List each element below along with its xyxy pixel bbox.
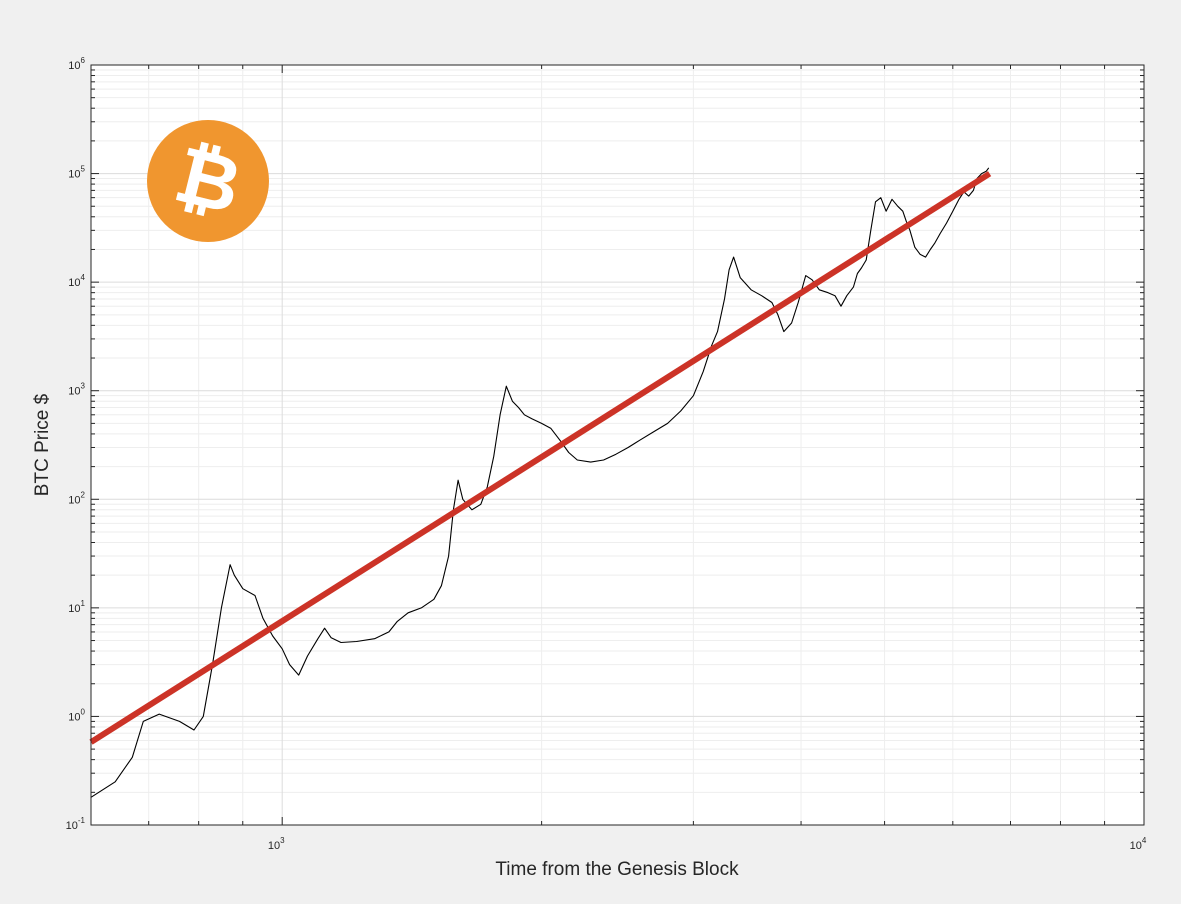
- price-line: [90, 167, 990, 798]
- tick-labels: 10-1 100 101 102 103 104 105 106 103 104: [66, 56, 1147, 852]
- plot-frame: [90, 64, 1145, 826]
- y-tick-label: 10-1: [66, 816, 86, 832]
- x-axis-title: Time from the Genesis Block: [495, 859, 739, 880]
- y-tick-label: 105: [68, 165, 85, 181]
- series-group: [89, 167, 992, 798]
- bitcoin-icon: [147, 120, 269, 242]
- bitcoin-logo: ₿: [147, 120, 269, 242]
- axis-ticks: [91, 64, 1145, 826]
- y-tick-label: 106: [68, 56, 85, 72]
- y-axis-title: BTC Price $: [32, 393, 53, 496]
- y-tick-label: 100: [68, 707, 85, 723]
- y-tick-label: 104: [68, 273, 85, 289]
- y-tick-label: 102: [68, 490, 85, 506]
- y-tick-label: 101: [68, 599, 85, 615]
- trend-line: [89, 171, 992, 745]
- y-tick-label: 103: [68, 382, 85, 398]
- x-tick-label: 103: [268, 836, 285, 852]
- grid: [91, 65, 1144, 825]
- x-tick-label: 104: [1130, 836, 1147, 852]
